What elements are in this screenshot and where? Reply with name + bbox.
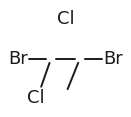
Text: Br: Br bbox=[103, 49, 123, 68]
Text: Br: Br bbox=[8, 49, 28, 68]
Text: Cl: Cl bbox=[57, 10, 74, 28]
Text: Cl: Cl bbox=[27, 89, 45, 107]
